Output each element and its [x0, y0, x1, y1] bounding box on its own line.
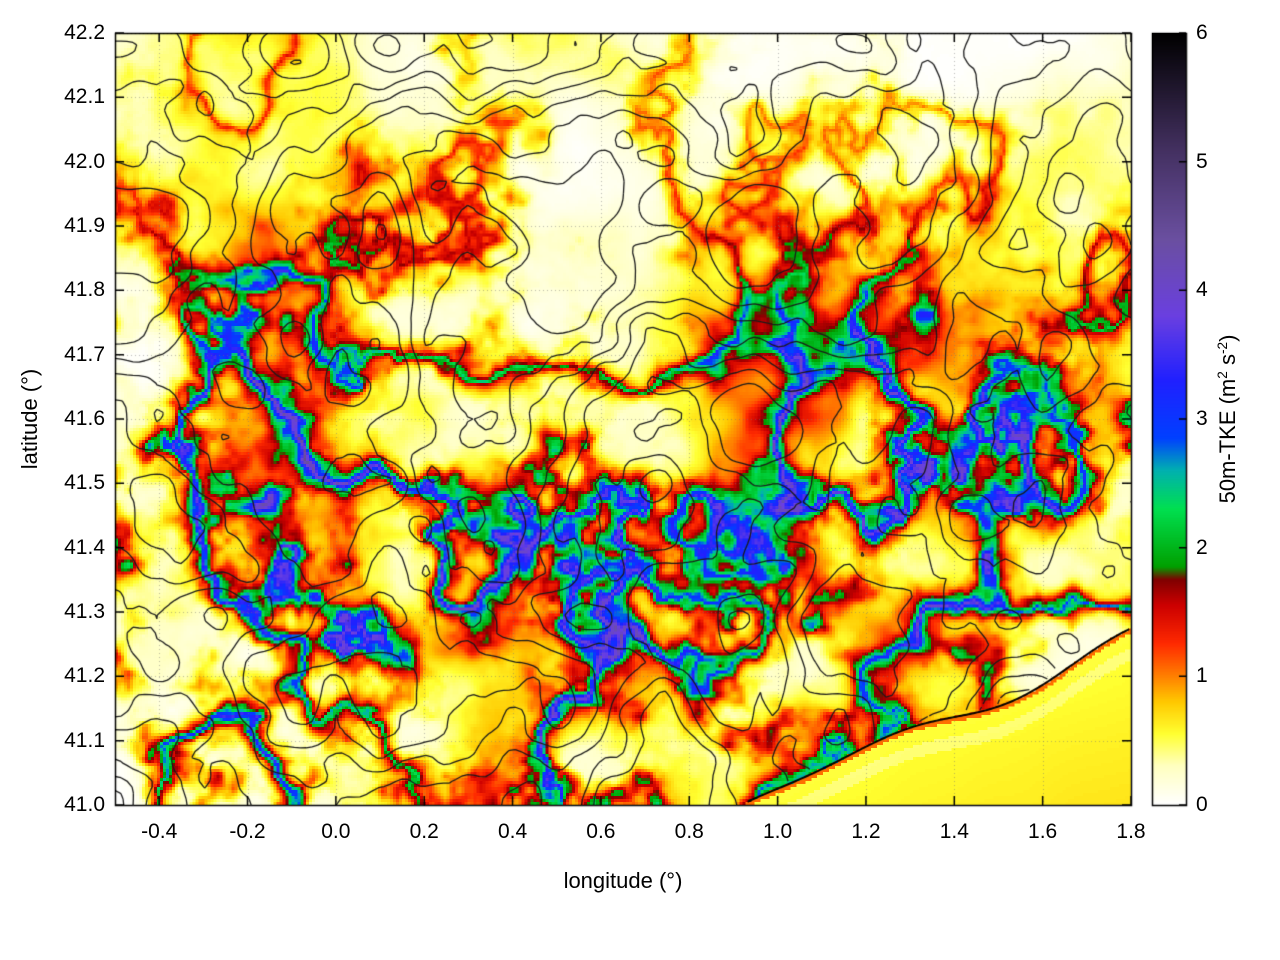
- x-tick-label: 1.4: [939, 820, 969, 843]
- x-tick-label: 0.8: [674, 820, 704, 843]
- colorbar-label-text-1: 50m-TKE (m: [1215, 378, 1241, 504]
- contour-overlay-canvas: [115, 33, 1131, 805]
- colorbar-tick-label: 4: [1196, 278, 1208, 302]
- y-tick-label: 41.6: [64, 407, 105, 430]
- y-tick-label: 42.1: [64, 85, 105, 109]
- y-tick-label: 41.3: [64, 600, 105, 623]
- colorbar-tick-label: 5: [1196, 149, 1208, 173]
- x-tick-label: -0.4: [141, 820, 178, 843]
- colorbar-tick-label: 6: [1196, 21, 1208, 44]
- x-tick-label: 1.6: [1028, 820, 1058, 843]
- y-tick-label: 41.9: [64, 214, 105, 237]
- x-tick-label: 0.0: [321, 820, 351, 843]
- colorbar-label-text-3: ): [1215, 334, 1241, 342]
- x-tick-label: 1.0: [762, 820, 793, 843]
- colorbar-label-text-2: s: [1215, 354, 1241, 372]
- y-tick-label: 41.8: [64, 278, 105, 302]
- x-tick-label: 0.4: [497, 820, 528, 843]
- y-tick-label: 41.7: [64, 342, 105, 366]
- colorbar-tick-label: 3: [1196, 407, 1208, 430]
- y-tick-label: 41.5: [64, 471, 105, 495]
- y-tick-label: 41.0: [64, 793, 105, 816]
- x-tick-label: -0.2: [229, 820, 266, 843]
- colorbar-tick-label: 1: [1196, 664, 1208, 688]
- colorbar-gradient-canvas: [1152, 33, 1186, 805]
- x-tick-label: 0.2: [409, 820, 439, 843]
- y-tick-label: 41.4: [64, 535, 105, 559]
- x-tick-label: 0.6: [586, 820, 616, 843]
- colorbar-label-sup-2: 2: [1214, 371, 1230, 379]
- colorbar-tick-label: 2: [1196, 535, 1208, 559]
- x-tick-label: 1.8: [1116, 820, 1146, 843]
- y-tick-label: 41.2: [64, 664, 105, 688]
- colorbar-tick-label: 0: [1196, 793, 1208, 816]
- y-tick-label: 42.0: [64, 149, 105, 173]
- x-tick-label: 1.2: [851, 820, 881, 843]
- y-tick-label: 42.2: [64, 21, 105, 44]
- colorbar-label-sup-neg2: -2: [1214, 341, 1230, 355]
- y-tick-label: 41.1: [64, 728, 105, 752]
- x-axis-label: longitude (°): [563, 868, 683, 893]
